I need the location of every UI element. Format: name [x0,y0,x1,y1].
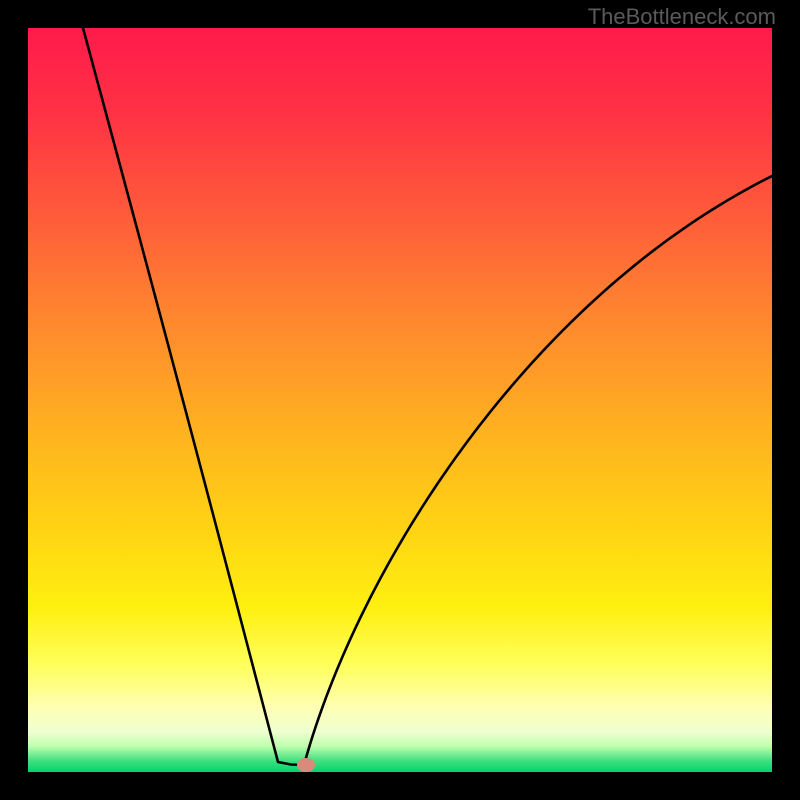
valley-marker [297,758,315,772]
chart-frame: TheBottleneck.com [0,0,800,800]
watermark-text: TheBottleneck.com [588,4,776,30]
bottleneck-curve [28,28,772,772]
plot-area [28,28,772,772]
